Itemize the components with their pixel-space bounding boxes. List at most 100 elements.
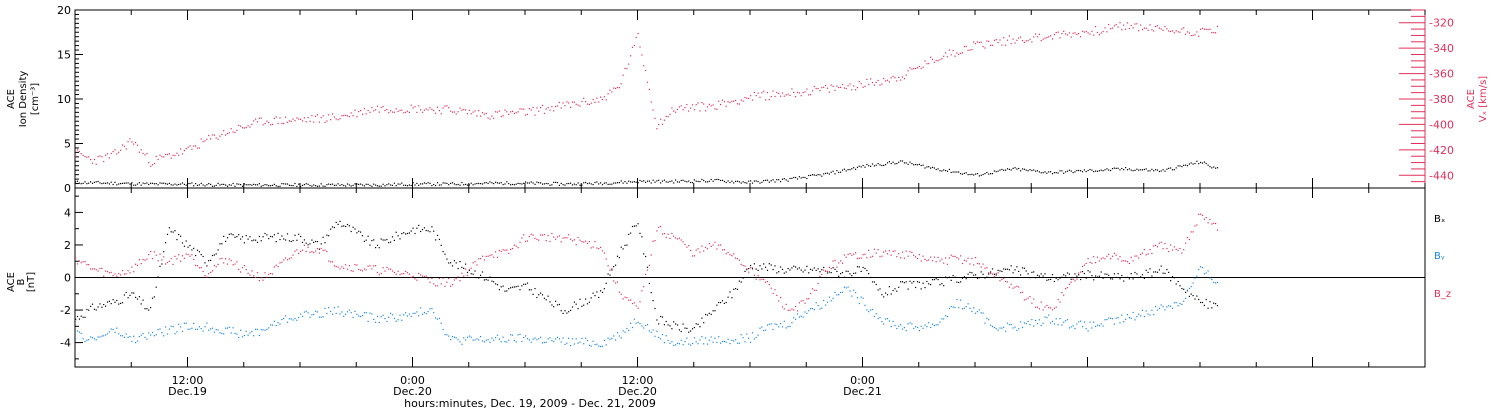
ion-density-point: [856, 166, 859, 168]
vx-point: [468, 109, 470, 111]
b-series-1-point: [356, 313, 358, 315]
ion-density-point: [789, 177, 791, 180]
b-series-1-point: [838, 294, 840, 296]
vx-point: [262, 124, 264, 126]
b-series-2-point: [903, 257, 905, 259]
b-series-2-point: [738, 259, 740, 261]
ion-density-point: [706, 181, 709, 183]
vx-point: [870, 78, 872, 80]
b-series-0-point: [1068, 273, 1070, 275]
vx-point: [95, 163, 97, 165]
b-series-1-point: [232, 327, 234, 329]
right-y-tick-label: -420: [1429, 144, 1454, 157]
b-series-2-point: [1140, 253, 1142, 255]
b-series-2-point: [1023, 299, 1025, 301]
b-series-0-point: [123, 294, 125, 296]
b-series-1-point: [1055, 318, 1057, 320]
b-series-0-point: [176, 239, 178, 241]
ion-density-point: [318, 185, 320, 187]
b-series-2-point: [99, 267, 101, 270]
vx-point: [622, 74, 624, 76]
vx-point: [1213, 32, 1215, 34]
b-series-1-point: [901, 328, 904, 330]
b-series-2-point: [1215, 222, 1217, 225]
b-series-0-point: [1061, 276, 1063, 278]
b-series-1-point: [121, 335, 124, 337]
b-series-2-point: [461, 272, 463, 274]
vx-point: [607, 93, 609, 95]
ion-density-point: [416, 182, 418, 184]
b-series-1-point: [378, 321, 380, 324]
b-series-1-point: [1023, 322, 1025, 324]
ion-density-point: [551, 184, 553, 186]
ion-density-point: [515, 183, 517, 185]
bottom-y-tick-label: -2: [60, 304, 71, 317]
b-series-2-point: [871, 255, 874, 257]
bottom-ylabel: ACEB[nT]: [6, 272, 37, 292]
vx-point: [241, 127, 244, 129]
b-series-0-point: [643, 253, 645, 255]
ion-density-point: [639, 179, 641, 182]
b-series-1-point: [971, 310, 973, 312]
b-series-0-point: [1081, 271, 1084, 273]
b-series-1-point: [219, 332, 221, 334]
b-series-2-point: [1070, 281, 1072, 283]
vx-point: [91, 162, 94, 164]
vx-point: [950, 54, 952, 56]
b-series-1-point: [350, 312, 352, 314]
b-series-1-point: [161, 332, 163, 334]
vx-point: [146, 152, 148, 155]
ion-density-point: [1173, 169, 1175, 171]
b-series-1-point: [1179, 302, 1181, 305]
b-series-0-point: [815, 269, 817, 271]
b-series-0-point: [283, 238, 285, 240]
b-series-1-point: [202, 330, 204, 332]
b-series-1-point: [793, 317, 795, 319]
b-series-1-point: [845, 287, 847, 289]
ion-density-point: [405, 184, 407, 186]
vx-point: [350, 112, 352, 114]
b-series-2-point: [1117, 258, 1119, 260]
ion-density-point: [984, 173, 986, 175]
b-series-1-point: [706, 343, 709, 345]
vx-point: [1033, 36, 1035, 38]
b-series-2-point: [864, 253, 866, 255]
b-series-1-point: [663, 342, 665, 344]
ion-density-point: [772, 179, 774, 181]
b-series-0-point: [1083, 272, 1085, 275]
ion-density-point: [751, 182, 754, 184]
b-series-1-point: [91, 337, 94, 339]
b-series-2-point: [1111, 255, 1114, 257]
b-series-0-point: [390, 241, 392, 243]
b-series-0-point: [909, 280, 911, 282]
ion-density-point: [210, 183, 212, 185]
b-series-1-point: [157, 329, 159, 331]
b-series-1-point: [813, 309, 815, 311]
b-series-2-point: [281, 261, 283, 263]
b-series-0-point: [1207, 307, 1209, 309]
b-series-2-point: [708, 243, 710, 245]
b-series-2-point: [249, 274, 251, 276]
b-series-1-point: [1076, 323, 1078, 325]
vx-point: [393, 111, 395, 113]
b-series-2-point: [817, 282, 819, 285]
b-series-2-point: [187, 253, 189, 256]
b-series-2-point: [238, 268, 240, 271]
ion-density-point: [950, 171, 952, 174]
ion-density-point: [1149, 170, 1151, 172]
b-series-1-point: [855, 292, 857, 294]
b-series-1-point: [571, 338, 574, 340]
ion-density-point: [1048, 171, 1050, 173]
vx-point: [1117, 26, 1119, 28]
b-series-1-point: [922, 327, 924, 329]
b-series-1-point: [101, 335, 103, 337]
b-series-0-point: [635, 225, 637, 227]
b-series-0-point: [318, 248, 320, 250]
ion-density-point: [907, 163, 909, 165]
b-series-1-point: [795, 318, 797, 320]
b-series-0-point: [1153, 271, 1155, 273]
b-series-2-point: [258, 280, 260, 282]
vx-point: [577, 104, 579, 106]
b-series-2-point: [361, 270, 364, 272]
ion-density-point: [633, 181, 635, 183]
